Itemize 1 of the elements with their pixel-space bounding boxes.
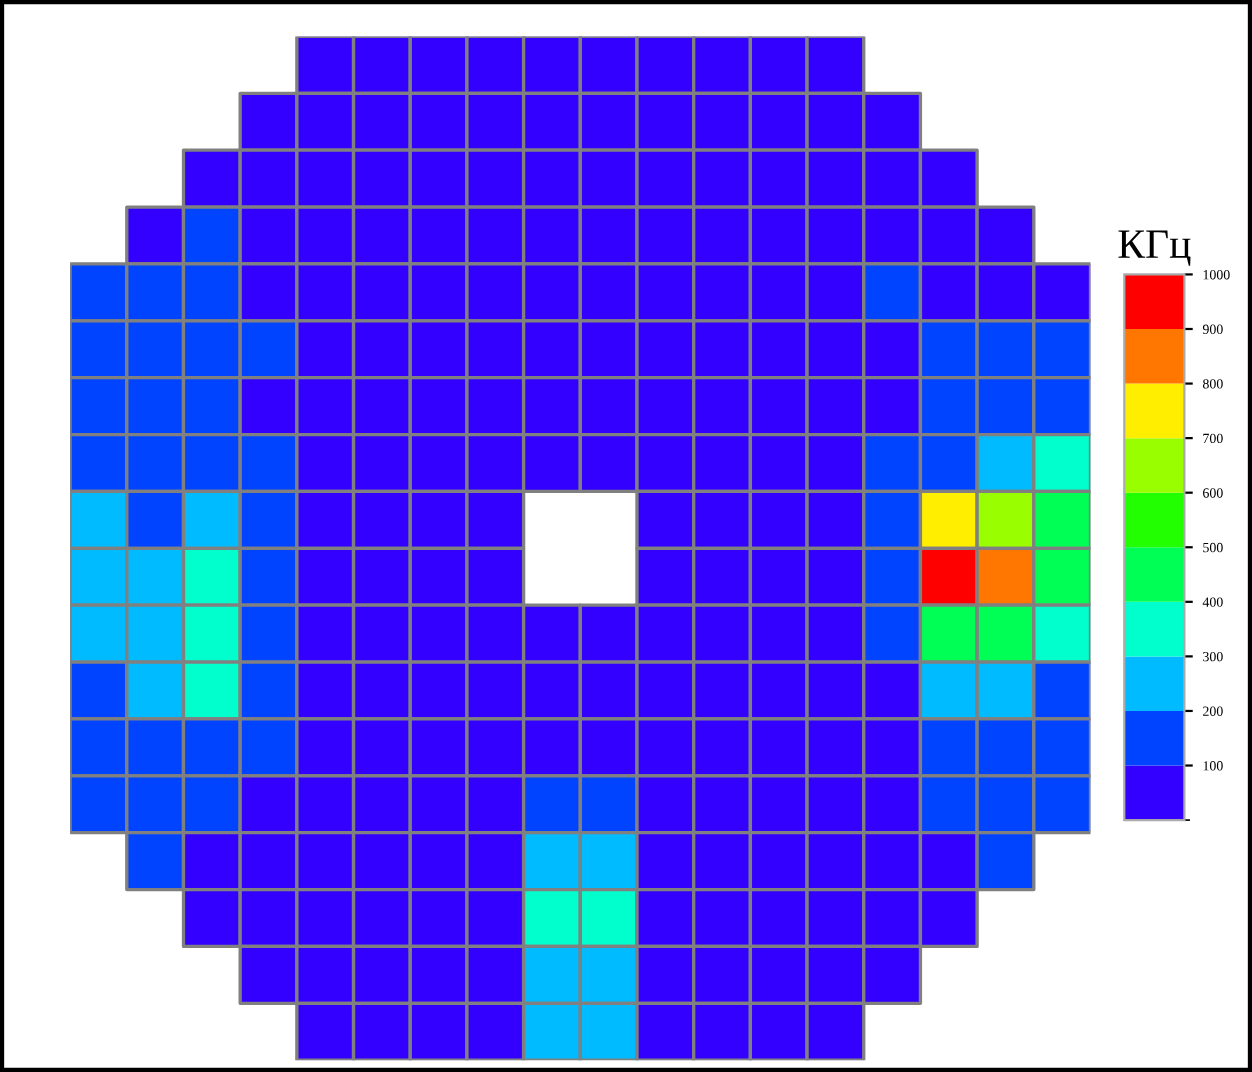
color-bar-title: КГц <box>1118 230 1191 266</box>
